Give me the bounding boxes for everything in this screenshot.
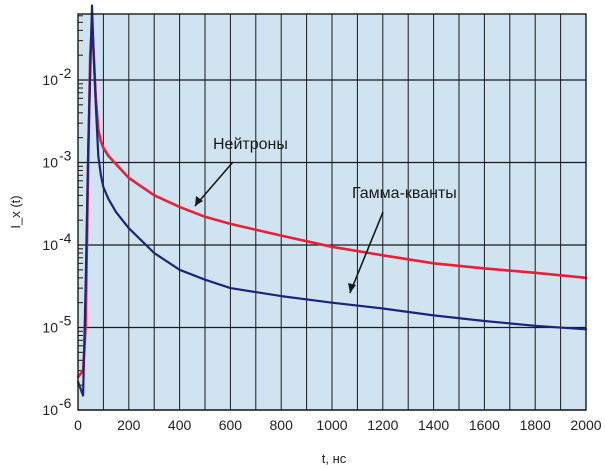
x-tick-label: 1000 bbox=[316, 417, 347, 433]
y-tick-exponent: -5 bbox=[59, 313, 72, 329]
y-tick-labels: 10-610-510-410-310-2 bbox=[42, 65, 71, 418]
x-tick-label: 1600 bbox=[469, 417, 500, 433]
y-tick-label: 10 bbox=[42, 155, 58, 171]
y-tick-exponent: -6 bbox=[59, 395, 72, 411]
y-tick-exponent: -3 bbox=[59, 148, 72, 164]
annotation-gamma-arrow bbox=[349, 211, 384, 294]
annotations: Нейтроны Гамма-кванты bbox=[194, 136, 457, 294]
annotation-gamma: Гамма-кванты bbox=[352, 185, 457, 202]
y-tick-exponent: -2 bbox=[59, 65, 72, 81]
y-tick-label: 10 bbox=[42, 320, 58, 336]
x-tick-label: 1200 bbox=[367, 417, 398, 433]
x-tick-label: 1400 bbox=[418, 417, 449, 433]
y-tick-label: 10 bbox=[42, 402, 58, 418]
y-tick-label: 10 bbox=[42, 237, 58, 253]
x-axis-label: t, нс bbox=[322, 451, 347, 466]
x-tick-label: 600 bbox=[219, 417, 243, 433]
annotation-neutrons-arrow bbox=[194, 161, 234, 207]
y-tick-label: 10 bbox=[42, 72, 58, 88]
plot-frame bbox=[77, 13, 587, 411]
x-tick-label: 2000 bbox=[570, 417, 601, 433]
x-tick-label: 200 bbox=[117, 417, 141, 433]
y-axis-label: I_x (t) bbox=[8, 195, 23, 228]
series-lines bbox=[76, 4, 588, 397]
x-tick-label: 400 bbox=[168, 417, 192, 433]
y-tick-exponent: -4 bbox=[59, 230, 72, 246]
annotation-neutrons-arrowhead bbox=[195, 196, 203, 206]
annotation-neutrons: Нейтроны bbox=[213, 136, 288, 153]
x-tick-label: 800 bbox=[270, 417, 294, 433]
annotation-gamma-arrowhead bbox=[348, 283, 356, 293]
grid bbox=[77, 14, 587, 411]
x-tick-labels: 0 200 400 600 800 1000 1200 1400 1600 1800 2000 bbox=[74, 417, 602, 433]
series-line-gamma bbox=[76, 4, 588, 397]
x-tick-label: 1800 bbox=[520, 417, 551, 433]
x-tick-label: 0 bbox=[74, 417, 82, 433]
